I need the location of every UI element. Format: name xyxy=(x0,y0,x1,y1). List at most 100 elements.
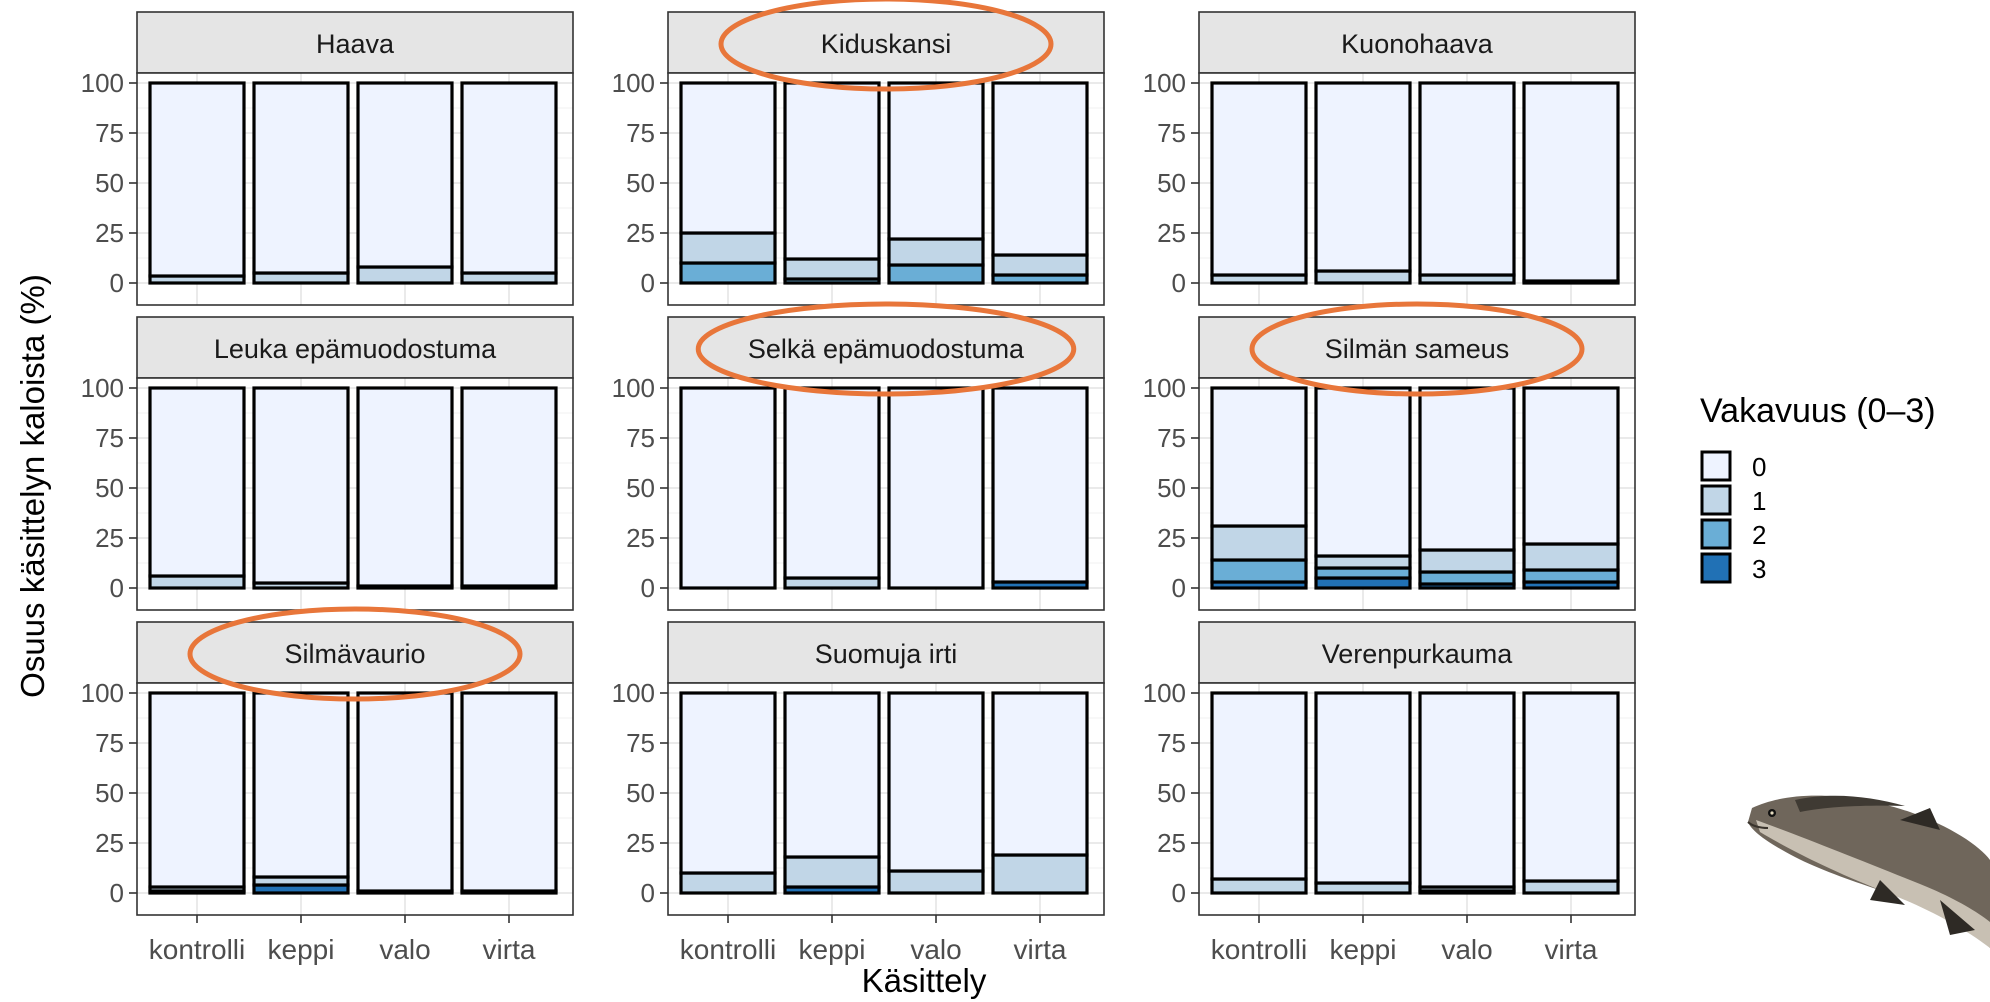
facet-panel: Leuka epämuodostuma 0 25 50 75 100 xyxy=(81,316,574,611)
y-tick-label: 0 xyxy=(641,573,655,603)
fish-illustration xyxy=(1747,795,1990,948)
y-tick-label: 25 xyxy=(626,828,655,858)
facet-title: Leuka epämuodostuma xyxy=(214,334,497,364)
bar-segment-level-0 xyxy=(1314,81,1412,273)
y-tick-label: 50 xyxy=(1157,473,1186,503)
y-tick-label: 50 xyxy=(95,778,124,808)
facet-title: Silmävaurio xyxy=(284,639,425,669)
bar-segment-level-0 xyxy=(1522,81,1620,283)
legend-key-1 xyxy=(1700,484,1732,516)
bar-segment-level-1 xyxy=(1314,269,1412,285)
bar-segment-level-0 xyxy=(252,386,350,585)
bar-segment-level-0 xyxy=(1210,386,1308,528)
bar-segment-level-1 xyxy=(783,855,881,889)
highlight-ellipse xyxy=(718,0,1054,92)
legend: Vakavuus (0–3) 0 1 2 3 xyxy=(1700,392,1936,584)
bar-segment-level-2 xyxy=(887,263,985,285)
bar-segment-level-0 xyxy=(1418,81,1516,277)
facet-panel: Silmän sameus 0 25 50 75 100 xyxy=(1143,301,1636,611)
y-tick-label: 75 xyxy=(626,423,655,453)
bar-segment-level-1 xyxy=(1210,524,1308,562)
y-tick-label: 0 xyxy=(641,268,655,298)
bar-segment-level-2 xyxy=(1210,558,1308,584)
bar-segment-level-1 xyxy=(679,871,777,895)
legend-key-2 xyxy=(1700,518,1732,550)
bar-segment-level-1 xyxy=(1418,548,1516,574)
y-tick-label: 75 xyxy=(1157,118,1186,148)
bar-segment-level-0 xyxy=(991,386,1089,584)
x-tick-label: valo xyxy=(910,934,961,965)
x-tick-label: keppi xyxy=(268,934,335,965)
bar-segment-level-1 xyxy=(887,237,985,267)
y-tick-label: 100 xyxy=(612,678,655,708)
bar-segment-level-1 xyxy=(887,869,985,895)
facet-panel: Selkä epämuodostuma 0 25 50 75 100 xyxy=(612,301,1105,611)
y-tick-label: 25 xyxy=(95,218,124,248)
bar-segment-level-0 xyxy=(679,691,777,875)
bar-segment-level-0 xyxy=(887,81,985,241)
y-tick-label: 100 xyxy=(81,373,124,403)
y-tick-label: 75 xyxy=(95,728,124,758)
y-tick-label: 75 xyxy=(626,728,655,758)
y-tick-label: 100 xyxy=(81,678,124,708)
facet-panel: Haava 0 25 50 75 100 xyxy=(81,11,574,306)
bar-segment-level-0 xyxy=(887,386,985,590)
bar-segment-level-0 xyxy=(679,386,777,590)
facet-panel: Verenpurkauma 0 25 50 75 100 kontrolli keppi val… xyxy=(1143,621,1636,965)
facet-title: Haava xyxy=(316,29,395,59)
bar-segment-level-0 xyxy=(1314,691,1412,885)
bar-segment-level-1 xyxy=(1314,554,1412,570)
y-tick-label: 75 xyxy=(626,118,655,148)
panel-border xyxy=(667,377,1105,611)
bar-segment-level-1 xyxy=(991,853,1089,895)
bar-segment-level-0 xyxy=(783,691,881,859)
y-tick-label: 75 xyxy=(95,118,124,148)
y-tick-label: 25 xyxy=(95,828,124,858)
y-tick-label: 100 xyxy=(612,68,655,98)
x-tick-label: virta xyxy=(1014,934,1067,965)
facet-title: Suomuja irti xyxy=(815,639,958,669)
bar-segment-level-0 xyxy=(679,81,777,235)
y-tick-label: 25 xyxy=(626,218,655,248)
bar-segment-level-0 xyxy=(783,386,881,580)
bar-segment-level-2 xyxy=(679,261,777,285)
y-tick-label: 0 xyxy=(1172,268,1186,298)
x-tick-label: keppi xyxy=(1330,934,1397,965)
bar-segment-level-2 xyxy=(1418,570,1516,586)
facet-title: Silmän sameus xyxy=(1325,334,1510,364)
bar-segment-level-0 xyxy=(356,81,454,269)
y-axis-title: Osuus käsittelyn kaloista (%) xyxy=(14,274,51,698)
x-tick-label: kontrolli xyxy=(1211,934,1307,965)
x-tick-label: keppi xyxy=(799,934,866,965)
y-tick-label: 25 xyxy=(1157,218,1186,248)
bar-segment-level-0 xyxy=(356,691,454,893)
y-tick-label: 0 xyxy=(641,878,655,908)
legend-key-3 xyxy=(1700,552,1732,584)
y-tick-label: 50 xyxy=(626,473,655,503)
facet-title: Verenpurkauma xyxy=(1322,639,1514,669)
bar-segment-level-0 xyxy=(356,386,454,588)
y-tick-label: 75 xyxy=(1157,423,1186,453)
bar-segment-level-1 xyxy=(991,253,1089,277)
y-tick-label: 50 xyxy=(95,473,124,503)
y-tick-label: 75 xyxy=(1157,728,1186,758)
bar-segment-level-0 xyxy=(887,691,985,873)
y-tick-label: 0 xyxy=(1172,878,1186,908)
y-tick-label: 50 xyxy=(1157,778,1186,808)
facet-strip xyxy=(136,316,574,379)
facet-panel: Suomuja irti 0 25 50 75 100 kontrolli keppi valo… xyxy=(612,621,1105,965)
y-tick-label: 75 xyxy=(95,423,124,453)
legend-label: 2 xyxy=(1752,520,1766,550)
bar-segment-level-0 xyxy=(1210,81,1308,277)
bar-segment-level-1 xyxy=(356,265,454,285)
bar-segment-level-0 xyxy=(1522,386,1620,546)
bar-segment-level-0 xyxy=(460,386,558,588)
legend-label: 0 xyxy=(1752,452,1766,482)
bar-segment-level-1 xyxy=(783,257,881,281)
y-tick-label: 50 xyxy=(95,168,124,198)
y-tick-label: 0 xyxy=(110,573,124,603)
bar-segment-level-0 xyxy=(148,386,246,578)
facet-panel: Kuonohaava 0 25 50 75 100 xyxy=(1143,11,1636,306)
y-tick-label: 100 xyxy=(81,68,124,98)
highlight-ellipse xyxy=(187,606,523,702)
